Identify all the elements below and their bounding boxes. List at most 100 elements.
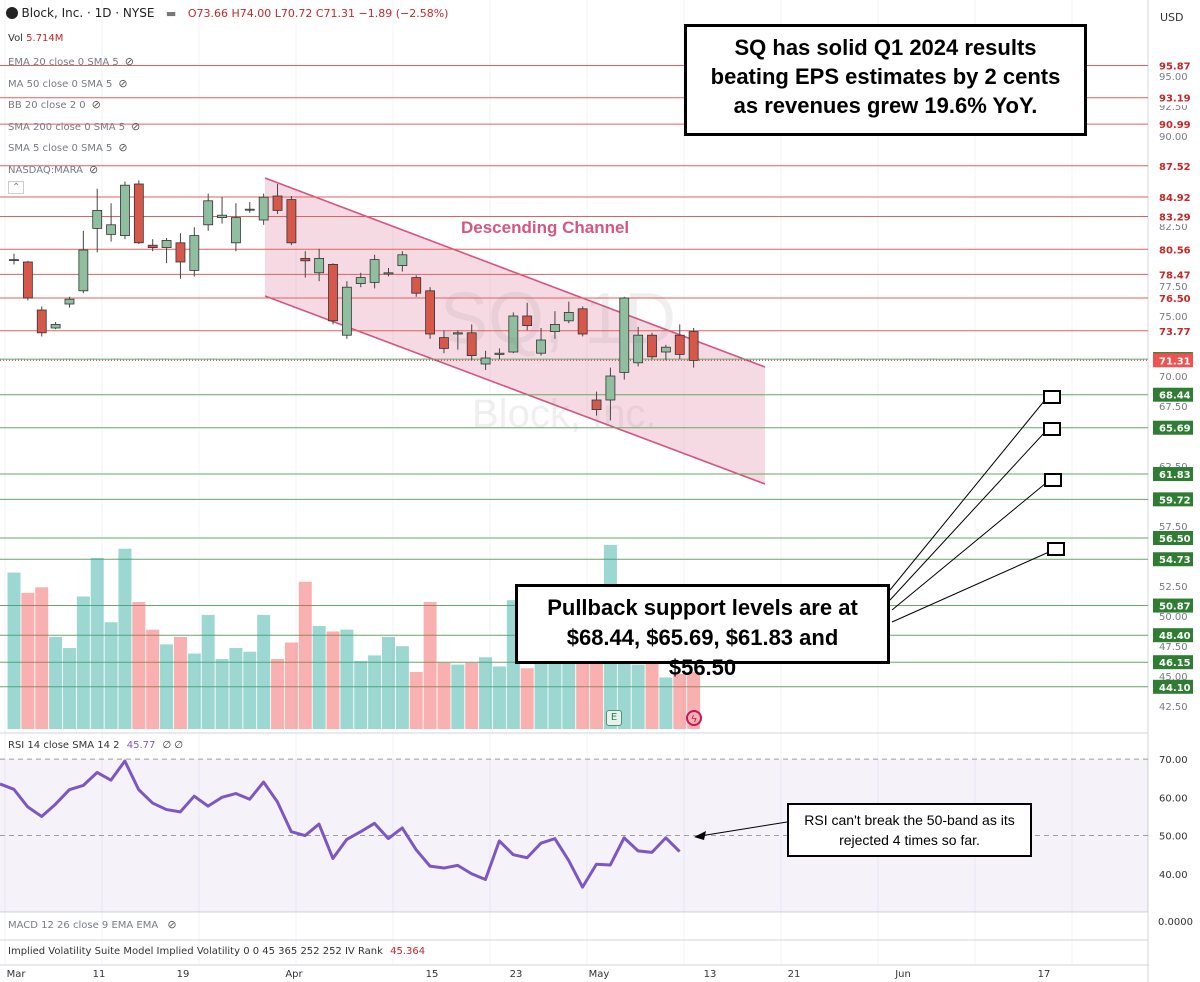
volume-bar bbox=[104, 622, 118, 729]
price-tick-label: 92.50 bbox=[1159, 102, 1188, 113]
candle bbox=[550, 311, 560, 339]
hidden-eye-icon[interactable]: ⊘ bbox=[131, 119, 141, 133]
candle-body bbox=[605, 375, 616, 401]
indicator-row[interactable]: EMA 20 close 0 SMA 5 ⊘ bbox=[8, 55, 134, 68]
candle bbox=[189, 227, 200, 277]
indicator-row[interactable]: SMA 200 close 0 SMA 5 ⊘ bbox=[8, 120, 140, 133]
price-tick-label: 95.00 bbox=[1159, 72, 1188, 83]
candle-body bbox=[494, 352, 505, 355]
candle-body bbox=[50, 323, 61, 329]
volume-bar bbox=[534, 644, 548, 729]
candle-body bbox=[383, 272, 394, 275]
volume-bar bbox=[257, 614, 271, 729]
candle bbox=[494, 348, 505, 360]
volume-bar bbox=[520, 668, 534, 729]
earnings-marker[interactable]: E bbox=[606, 710, 622, 726]
candle-body bbox=[217, 214, 227, 218]
volume-bar bbox=[381, 637, 395, 729]
price-level-tag bbox=[1153, 420, 1193, 435]
price-level-tag bbox=[1153, 552, 1193, 567]
time-axis-label: 15 bbox=[425, 969, 439, 980]
price-level-tag bbox=[1152, 58, 1194, 74]
hidden-eye-icon[interactable]: ⊘ bbox=[118, 76, 128, 90]
support-connector-line bbox=[889, 431, 1046, 601]
volume-bar bbox=[631, 664, 645, 729]
q1-results-callout: SQ has solid Q1 2024 results beating EPS… bbox=[684, 24, 1087, 136]
indicator-label: NASDAQ:MARA bbox=[8, 164, 83, 176]
candle-body bbox=[619, 297, 630, 373]
candle bbox=[480, 350, 491, 370]
candle bbox=[328, 263, 338, 325]
watermark-symbol: SQ, 1D bbox=[440, 279, 677, 359]
hidden-eye-icon[interactable]: ⊘ bbox=[91, 98, 101, 111]
callout-connectors bbox=[694, 390, 1065, 840]
volume-bar bbox=[340, 629, 354, 729]
candle bbox=[120, 181, 130, 240]
hidden-eye-icon[interactable]: ⊘ bbox=[88, 162, 99, 176]
candle bbox=[633, 326, 644, 367]
volume-bar bbox=[492, 666, 506, 729]
price-level-tag bbox=[1153, 598, 1193, 613]
volume-bar bbox=[298, 581, 312, 729]
candle bbox=[92, 188, 103, 253]
rsi-line bbox=[0, 759, 681, 889]
indicator-row[interactable]: MA 50 close 0 SMA 5 ⊘ bbox=[8, 77, 128, 90]
candle-body bbox=[133, 183, 144, 244]
price-level-tag bbox=[1152, 241, 1194, 257]
hidden-eye-icon[interactable]: ⊘ bbox=[118, 141, 128, 154]
candle-body bbox=[231, 217, 241, 244]
candle bbox=[688, 328, 699, 368]
rsi-arrow-line bbox=[699, 821, 788, 837]
candle-body bbox=[439, 337, 449, 349]
indicator-row[interactable]: BB 20 close 2 0 ⊘ bbox=[8, 98, 101, 111]
candle-body bbox=[64, 298, 75, 305]
volume-bar bbox=[62, 648, 76, 729]
volume-bar bbox=[409, 671, 423, 729]
chart-settings-icon[interactable]: ▬ bbox=[165, 7, 177, 20]
volume-bar bbox=[465, 662, 479, 729]
volume-bar bbox=[49, 637, 63, 729]
price-level-label: 56.50 bbox=[1159, 534, 1191, 545]
support-marker-box bbox=[1047, 542, 1065, 556]
volume-bar bbox=[354, 660, 368, 729]
price-level-label: 93.19 bbox=[1159, 94, 1191, 105]
hidden-eye-icon[interactable]: ⊘ bbox=[124, 55, 134, 68]
dividend-flash-icon[interactable]: ϟ bbox=[686, 710, 702, 726]
price-level-label: 48.40 bbox=[1159, 631, 1191, 642]
rsi-tick-label: 40.00 bbox=[1159, 870, 1188, 881]
rsi-tick-label: 60.00 bbox=[1159, 793, 1188, 804]
candle bbox=[161, 238, 172, 264]
indicator-row[interactable]: SMA 5 close 0 SMA 5 ⊘ bbox=[8, 141, 128, 154]
price-tick-label: 52.50 bbox=[1159, 582, 1188, 593]
time-axis-label: 23 bbox=[509, 969, 523, 980]
candle bbox=[286, 196, 297, 246]
rsi-tick-label: 70.00 bbox=[1159, 755, 1188, 766]
candle-body bbox=[286, 199, 297, 244]
symbol-title[interactable]: Block, Inc. · 1D · NYSE bbox=[21, 6, 155, 20]
candle bbox=[106, 203, 116, 242]
volume-bar bbox=[7, 572, 21, 729]
indicator-row[interactable]: NASDAQ:MARA ⊘ bbox=[8, 163, 98, 176]
time-axis-label: May bbox=[588, 969, 610, 980]
volume-bar bbox=[187, 653, 201, 729]
price-level-label: 65.69 bbox=[1159, 424, 1191, 435]
candle bbox=[536, 328, 546, 356]
candle-body bbox=[452, 332, 463, 335]
candle-body bbox=[328, 263, 338, 322]
volume-bar bbox=[21, 592, 35, 729]
candle-body bbox=[369, 259, 380, 283]
candle-body bbox=[175, 242, 186, 263]
candle bbox=[175, 233, 186, 279]
candle bbox=[50, 322, 61, 330]
candle bbox=[647, 332, 657, 360]
collapse-legend-icon[interactable]: ⌃ bbox=[8, 181, 25, 194]
price-level-tag bbox=[1153, 655, 1193, 670]
candle bbox=[341, 281, 352, 339]
time-axis-label: 19 bbox=[176, 969, 190, 980]
price-tick-label: 90.00 bbox=[1159, 132, 1188, 143]
currency-label[interactable]: USD bbox=[1160, 11, 1184, 24]
support-connector-line bbox=[891, 482, 1047, 611]
support-marker-box bbox=[1044, 473, 1062, 487]
hidden-eye-icon[interactable]: ⊘ bbox=[167, 918, 177, 931]
candle-body bbox=[22, 261, 33, 299]
